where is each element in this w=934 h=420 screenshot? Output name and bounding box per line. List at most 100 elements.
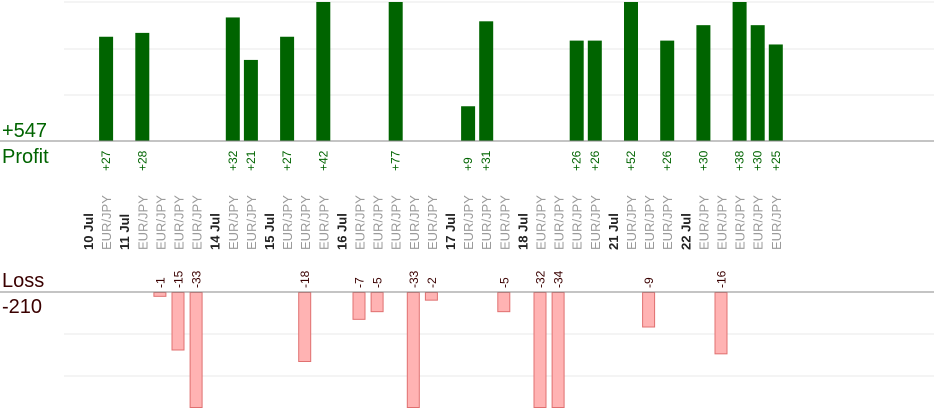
pair-label: EUR/JPY — [371, 195, 386, 250]
loss-value-label: -1 — [153, 277, 167, 288]
loss-bar — [533, 292, 547, 408]
pair-label: EUR/JPY — [407, 195, 422, 250]
loss-bar — [189, 292, 203, 408]
profit-bar — [99, 36, 114, 141]
pair-label: EUR/JPY — [153, 195, 168, 250]
profit-bar — [768, 44, 783, 141]
loss-bar — [551, 292, 565, 408]
pair-label: EUR/JPY — [389, 195, 404, 250]
loss-bar — [298, 292, 312, 362]
profit-value-label: +38 — [733, 150, 747, 171]
loss-value-label: -5 — [497, 277, 511, 288]
profit-bar — [135, 32, 150, 142]
profit-bar — [569, 40, 584, 141]
day-label: 10 Jul — [81, 213, 96, 250]
profit-value-label: +52 — [624, 150, 638, 171]
profit-bar — [732, 2, 747, 141]
loss-label: Loss — [2, 270, 44, 292]
profit-value-label: +26 — [588, 150, 602, 171]
loss-value-label: -15 — [172, 270, 186, 288]
profit-bar — [461, 106, 476, 141]
pair-label: EUR/JPY — [479, 195, 494, 250]
profit-bar — [587, 40, 602, 141]
profit-value-label: +32 — [226, 150, 240, 171]
pair-label: EUR/JPY — [190, 195, 205, 250]
profit-value-label: +26 — [660, 150, 674, 171]
loss-bar — [352, 292, 366, 320]
pair-label: EUR/JPY — [570, 195, 585, 250]
day-label: 11 Jul — [117, 214, 132, 250]
pair-label: EUR/JPY — [751, 195, 766, 250]
pair-label: EUR/JPY — [660, 195, 675, 250]
day-label: 15 Jul — [262, 213, 277, 250]
loss-bar — [642, 292, 656, 328]
pair-label: EUR/JPY — [642, 195, 657, 250]
value-labels: +27 +28-1 -15 -33+32 +21 +27-18+42-7 -5+77-33-… — [99, 150, 783, 288]
pair-label: EUR/JPY — [696, 195, 711, 250]
pair-label: EUR/JPY — [353, 195, 368, 250]
loss-total: -210 — [2, 296, 42, 318]
profit-bar — [225, 17, 240, 142]
loss-value-label: -34 — [552, 270, 566, 288]
profit-bar — [316, 2, 331, 141]
pair-label: EUR/JPY — [172, 195, 187, 250]
pair-label: EUR/JPY — [552, 195, 567, 250]
pair-label: EUR/JPY — [99, 195, 114, 250]
pair-label: EUR/JPY — [135, 195, 150, 250]
loss-bar — [370, 292, 384, 313]
profit-bar — [624, 2, 638, 141]
pair-label: EUR/JPY — [497, 195, 512, 250]
pair-label: EUR/JPY — [280, 195, 295, 250]
profit-value-label: +26 — [570, 150, 584, 171]
profit-bar — [750, 25, 765, 142]
day-label: 14 Jul — [208, 213, 223, 250]
pair-label: EUR/JPY — [461, 195, 476, 250]
pair-label: EUR/JPY — [715, 195, 730, 250]
loss-bar — [714, 292, 728, 355]
grid-lines — [64, 1, 934, 377]
bars — [99, 2, 783, 408]
profit-value-label: +9 — [461, 157, 475, 171]
loss-bar — [171, 292, 185, 351]
pair-label: EUR/JPY — [534, 195, 549, 250]
profit-label: Profit — [2, 146, 49, 168]
loss-value-label: -16 — [715, 270, 729, 288]
pair-label: EUR/JPY — [733, 195, 748, 250]
day-label: 22 Jul — [678, 213, 693, 250]
loss-value-label: -33 — [407, 270, 421, 288]
profit-value-label: +27 — [280, 150, 294, 171]
loss-bar — [406, 292, 420, 408]
pair-label: EUR/JPY — [226, 195, 241, 250]
profit-value-label: +31 — [479, 150, 493, 171]
pair-label: EUR/JPY — [769, 195, 784, 250]
pair-label: EUR/JPY — [624, 195, 639, 250]
day-label: 16 Jul — [334, 213, 349, 250]
profit-value-label: +30 — [751, 150, 765, 171]
loss-bar — [497, 292, 511, 313]
loss-value-label: -9 — [642, 277, 656, 288]
loss-bar — [424, 292, 438, 301]
loss-bar — [153, 292, 167, 297]
profit-bar — [479, 21, 494, 141]
loss-value-label: -18 — [298, 270, 312, 288]
pair-label: EUR/JPY — [244, 195, 259, 250]
loss-value-label: -33 — [190, 270, 204, 288]
profit-value-label: +25 — [769, 150, 783, 171]
day-label: 18 Jul — [515, 213, 530, 250]
loss-value-label: -5 — [371, 277, 385, 288]
loss-value-label: -2 — [425, 277, 439, 288]
loss-value-label: -32 — [534, 270, 548, 288]
profit-value-label: +77 — [389, 150, 403, 171]
profit-value-label: +30 — [696, 150, 710, 171]
day-label: 21 Jul — [606, 213, 621, 250]
pair-label: EUR/JPY — [588, 195, 603, 250]
day-label: 17 Jul — [443, 213, 458, 250]
profit-value-label: +27 — [99, 150, 113, 171]
pair-label: EUR/JPY — [425, 195, 440, 250]
profit-value-label: +42 — [316, 150, 330, 171]
category-labels: 10 Jul EUR/JPY 11 Jul EUR/JPY EUR/JPY EUR/JPY… — [81, 195, 784, 250]
profit-bar — [388, 2, 403, 141]
profit-bar — [696, 25, 711, 142]
pair-label: EUR/JPY — [298, 195, 313, 250]
